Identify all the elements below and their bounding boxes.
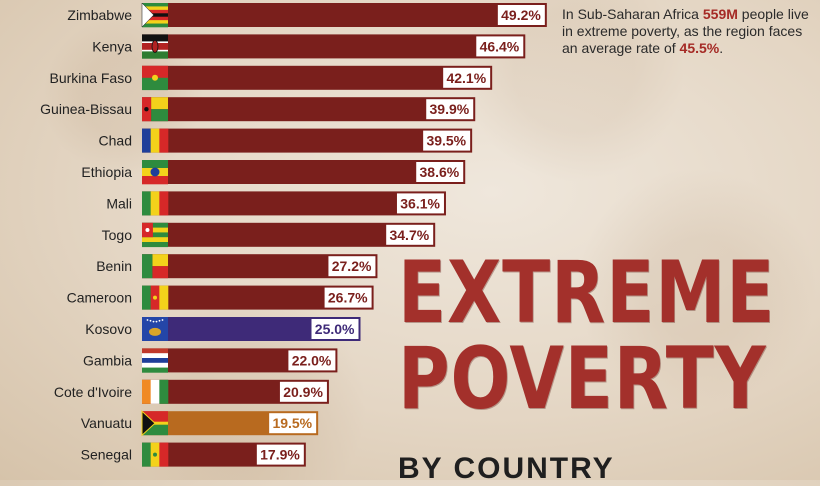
value-label-background [396,193,444,214]
country-label: Gambia [83,352,132,368]
value-label-background [416,162,464,182]
country-label: Benin [96,258,132,274]
country-label: Mali [106,195,132,211]
chart-title: EXTREME POVERTY [398,243,776,429]
value-label-background [279,381,327,402]
summary-note: In Sub-Saharan Africa 559M people live i… [562,6,812,57]
bar [142,191,446,216]
value-label: 46.4% [480,38,520,54]
value-label: 38.6% [420,164,460,180]
country-label: Kenya [92,38,132,54]
value-label: 49.2% [501,7,541,23]
note-average-rate: 45.5% [679,40,720,56]
value-label-background [269,413,317,434]
value-label: 17.9% [260,447,300,463]
country-label: Vanuatu [81,415,132,431]
bar [142,65,493,90]
value-label-background [288,350,336,371]
value-label-background [423,130,471,151]
value-label-background [256,444,304,465]
value-label-background [386,224,434,245]
country-label: Chad [99,133,132,149]
ethiopia-flag-icon [142,160,168,185]
cameroon-flag-icon [142,285,169,310]
chart-subtitle: BY COUNTRY [398,452,615,485]
zimbabwe-flag-icon [141,2,168,28]
chad-flag-icon [142,128,169,153]
value-label-background [328,256,376,277]
value-label: 19.5% [272,415,312,431]
value-label-background [426,99,474,120]
mali-flag-icon [142,191,169,216]
value-label: 36.1% [400,195,440,211]
bar [142,160,466,184]
country-label: Burkina Faso [50,70,133,86]
value-label: 39.5% [426,133,466,149]
value-label: 26.7% [328,290,368,306]
bar [142,128,473,153]
country-label: Senegal [81,447,132,463]
country-label: Ethiopia [81,164,132,180]
country-label: Cameroon [67,290,132,306]
value-label: 42.1% [446,70,486,86]
value-label: 20.9% [283,384,323,400]
value-label: 22.0% [292,352,332,368]
country-label: Zimbabwe [67,7,132,23]
guinea-bissau-flag-icon [142,97,168,122]
value-label: 25.0% [315,321,355,337]
senegal-flag-icon [142,442,169,467]
bar [142,97,476,122]
country-label: Togo [102,227,133,243]
note-text-middle: people live in extreme poverty, as the r… [562,6,809,56]
kenya-flag-icon [142,34,168,59]
bar [142,3,547,27]
note-text-start: In Sub-Saharan Africa [562,6,703,22]
value-label: 34.7% [389,227,429,243]
cote-divoire-flag-icon [142,379,169,404]
value-label-background [476,36,524,57]
value-label-background [311,319,359,339]
benin-flag-icon [142,254,168,279]
note-text-end: . [719,40,724,56]
togo-flag-icon [142,222,168,248]
value-label-background [443,67,491,88]
value-label: 27.2% [332,258,372,274]
bar [142,34,526,59]
country-label: Guinea-Bissau [40,101,132,117]
country-label: Cote d'Ivoire [54,384,132,400]
value-label-background [497,5,545,25]
value-label-background [324,287,372,308]
country-label: Kosovo [85,321,132,337]
burkina-faso-flag-icon [142,65,168,91]
gambia-flag-icon [142,348,168,373]
title-line-1: EXTREME [398,243,776,343]
title-line-2: POVERTY [398,329,767,429]
vanuatu-flag-icon [141,410,168,437]
kosovo-flag-icon [142,317,168,341]
value-label: 39.9% [430,101,470,117]
note-population-number: 559M [702,6,738,22]
